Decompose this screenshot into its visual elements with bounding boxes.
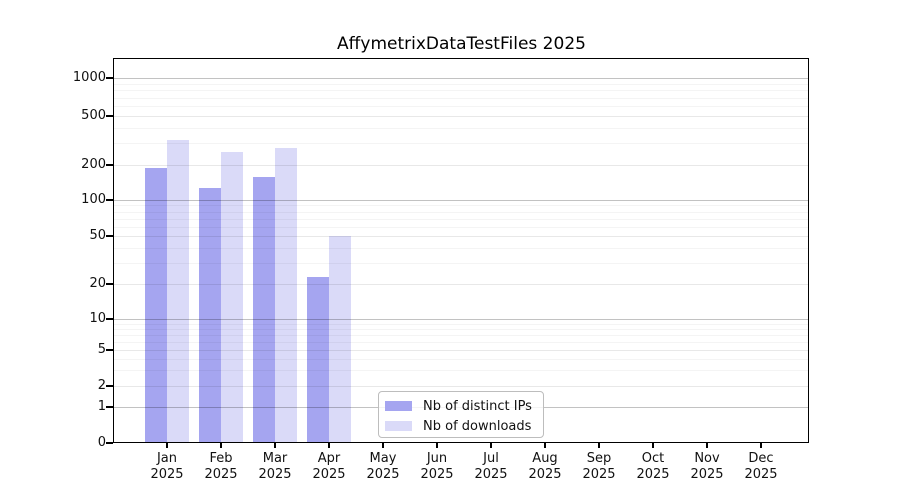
gridline [114, 219, 809, 220]
y-tick-label: 10 [89, 311, 106, 326]
y-tick [106, 406, 113, 408]
y-tick-label: 0 [97, 435, 106, 450]
gridline [114, 284, 809, 285]
x-tick-label: Jul 2025 [474, 451, 508, 482]
y-tick-label: 5 [97, 342, 106, 357]
gridline [114, 90, 809, 91]
x-tick [274, 443, 276, 448]
x-tick [706, 443, 708, 448]
y-tick-label: 20 [89, 276, 106, 291]
x-tick-label: Sep 2025 [582, 451, 616, 482]
legend-item-distinct-ips: Nb of distinct IPs [385, 396, 543, 416]
x-tick-label: Apr 2025 [312, 451, 346, 482]
gridline [114, 350, 809, 351]
x-tick-label: Mar 2025 [258, 451, 292, 482]
legend-swatch-downloads-icon [385, 421, 412, 431]
x-tick-label: Nov 2025 [690, 451, 724, 482]
y-tick-label: 200 [81, 157, 106, 172]
gridline [114, 335, 809, 336]
gridline [114, 227, 809, 228]
gridline [114, 116, 809, 117]
bar-downloads [275, 147, 297, 443]
gridline [114, 212, 809, 213]
gridline [114, 342, 809, 343]
legend: Nb of distinct IPs Nb of downloads [378, 391, 544, 438]
x-tick [328, 443, 330, 448]
bar-distinct-ips [145, 168, 167, 443]
x-tick [760, 443, 762, 448]
y-tick-label: 100 [81, 192, 106, 207]
y-tick-label: 1000 [72, 70, 106, 85]
bar-downloads [221, 152, 243, 443]
gridline [114, 205, 809, 206]
bar-distinct-ips [307, 276, 329, 443]
x-tick [436, 443, 438, 448]
x-tick-label: Jun 2025 [420, 451, 454, 482]
bar-distinct-ips [199, 187, 221, 443]
legend-label-distinct-ips: Nb of distinct IPs [423, 398, 532, 414]
x-tick [490, 443, 492, 448]
gridline [114, 329, 809, 330]
x-tick-label: Jan 2025 [150, 451, 184, 482]
chart-title: AffymetrixDataTestFiles 2025 [337, 34, 586, 54]
gridline [114, 78, 809, 79]
x-tick-label: Feb 2025 [204, 451, 238, 482]
x-tick [652, 443, 654, 448]
gridline [114, 200, 809, 201]
y-tick-label: 2 [97, 378, 106, 393]
y-tick [106, 442, 113, 444]
y-tick [106, 318, 113, 320]
y-tick [106, 115, 113, 117]
y-tick [106, 164, 113, 166]
gridline [114, 359, 809, 360]
gridline [114, 84, 809, 85]
y-tick [106, 349, 113, 351]
bar-distinct-ips [253, 176, 275, 443]
gridline [114, 165, 809, 166]
bar-downloads [329, 236, 351, 443]
y-tick [106, 77, 113, 79]
legend-item-downloads: Nb of downloads [385, 416, 543, 436]
gridline [114, 319, 809, 320]
gridline [114, 98, 809, 99]
y-tick [106, 199, 113, 201]
x-tick-label: Dec 2025 [744, 451, 778, 482]
y-tick [106, 283, 113, 285]
x-tick-label: Aug 2025 [528, 451, 562, 482]
legend-swatch-distinct-ips-icon [385, 401, 412, 411]
gridline [114, 386, 809, 387]
x-tick-label: May 2025 [366, 451, 400, 482]
gridline [114, 324, 809, 325]
legend-label-downloads: Nb of downloads [423, 418, 532, 434]
y-tick-label: 1 [97, 399, 106, 414]
bar-downloads [167, 139, 189, 443]
gridline [114, 248, 809, 249]
gridline [114, 263, 809, 264]
y-tick-label: 50 [89, 228, 106, 243]
x-tick-label: Oct 2025 [636, 451, 670, 482]
gridline [114, 143, 809, 144]
gridline [114, 236, 809, 237]
x-tick [382, 443, 384, 448]
y-tick-label: 500 [81, 108, 106, 123]
x-tick [166, 443, 168, 448]
gridline [114, 128, 809, 129]
x-tick [598, 443, 600, 448]
gridline [114, 106, 809, 107]
y-tick [106, 235, 113, 237]
y-tick [106, 385, 113, 387]
x-tick [544, 443, 546, 448]
x-tick [220, 443, 222, 448]
gridline [114, 370, 809, 371]
